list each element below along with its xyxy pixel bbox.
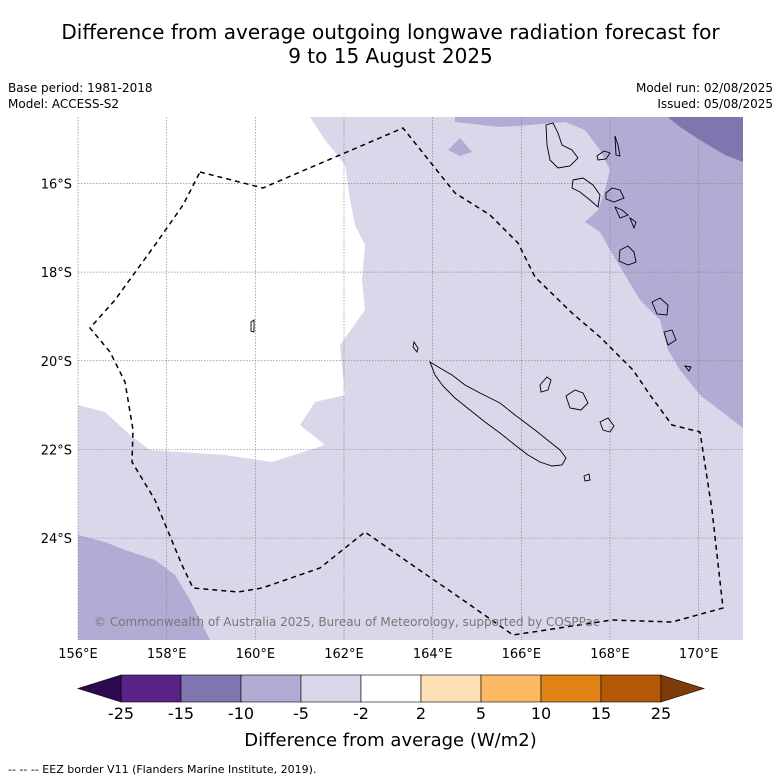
issued-text: Issued: 05/08/2025 xyxy=(657,97,773,111)
colorbar-segment xyxy=(420,674,482,703)
colorbar-tick-label: 2 xyxy=(415,704,427,723)
colorbar-tick-label: 25 xyxy=(650,704,672,723)
colorbar-tick-label: -10 xyxy=(227,704,255,723)
colorbar-tick-label: 15 xyxy=(590,704,612,723)
colorbar-tick-label: 5 xyxy=(475,704,487,723)
colorbar-segment xyxy=(180,674,242,703)
coastlines xyxy=(250,122,692,482)
anomaly-zone-minus15-minus10 xyxy=(668,117,743,162)
lat-tick-label: 18°S xyxy=(41,266,72,281)
colorbar-tick-label: -15 xyxy=(167,704,195,723)
lon-tick-label: 166°E xyxy=(502,647,542,662)
copyright-text: © Commonwealth of Australia 2025, Bureau… xyxy=(94,615,599,629)
map-fill-layer xyxy=(78,117,743,640)
colorbar-segment xyxy=(240,674,302,703)
lat-tick-label: 20°S xyxy=(41,355,72,370)
lat-tick-label: 22°S xyxy=(41,443,72,458)
lon-tick-labels: 156°E 158°E 160°E 162°E 164°E 166°E 168°E 170°E xyxy=(58,647,718,662)
colorbar-tick-label: 10 xyxy=(530,704,552,723)
new-caledonia-coast xyxy=(429,360,567,467)
anomaly-zone-near-zero xyxy=(78,117,365,462)
colorbar-tick-label: -5 xyxy=(293,704,309,723)
model-run-text: Model run: 02/08/2025 xyxy=(635,81,773,95)
colorbar-tick-label: -25 xyxy=(107,704,135,723)
lat-tick-labels: 16°S 18°S 20°S 22°S 24°S xyxy=(41,177,72,547)
colorbar-segment xyxy=(600,674,662,703)
eez-footnote: -- -- -- EEZ border V11 (Flanders Marine… xyxy=(8,763,317,776)
lon-tick-label: 164°E xyxy=(413,647,453,662)
colorbar-segment xyxy=(360,674,422,703)
colorbar-segment xyxy=(480,674,542,703)
lon-tick-label: 168°E xyxy=(590,647,630,662)
colorbar-segment xyxy=(540,674,602,703)
colorbar-segment xyxy=(300,674,362,703)
chart-title-line2: 9 to 15 August 2025 xyxy=(288,44,493,68)
lon-tick-label: 162°E xyxy=(324,647,364,662)
lat-tick-label: 24°S xyxy=(41,532,72,547)
chart-title-line1: Difference from average outgoing longwav… xyxy=(61,20,720,44)
anomaly-zone-minus10-minus5-islet xyxy=(448,138,472,156)
colorbar-tick-label: -2 xyxy=(353,704,369,723)
anomaly-zone-minus10-minus5-southwest xyxy=(78,535,210,640)
lon-tick-label: 156°E xyxy=(58,647,98,662)
colorbar-title: Difference from average (W/m2) xyxy=(244,730,537,751)
map-grid xyxy=(77,117,743,640)
model-text: Model: ACCESS-S2 xyxy=(8,97,120,111)
lon-tick-label: 170°E xyxy=(679,647,719,662)
lat-tick-label: 16°S xyxy=(41,177,72,192)
colorbar xyxy=(76,674,706,703)
colorbar-under-arrow xyxy=(76,674,122,703)
eez-border xyxy=(89,127,724,636)
vanuatu-coast xyxy=(545,122,579,169)
colorbar-over-arrow xyxy=(660,674,706,703)
base-period-text: Base period: 1981-2018 xyxy=(8,81,153,95)
anomaly-zone-minus10-minus5-east xyxy=(455,117,743,428)
loyalty-islands-coast xyxy=(539,376,552,393)
colorbar-segment xyxy=(120,674,182,703)
lon-tick-label: 158°E xyxy=(147,647,187,662)
lon-tick-label: 160°E xyxy=(236,647,276,662)
